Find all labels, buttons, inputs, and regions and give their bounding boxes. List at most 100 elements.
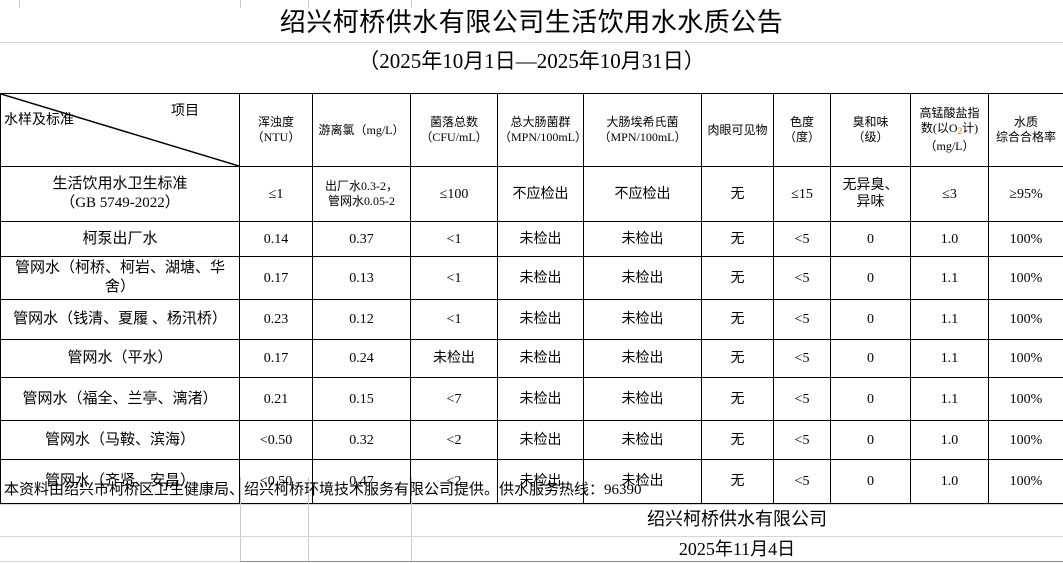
- gridline: [0, 561, 240, 562]
- table-row: 管网水（马鞍、滨海） <0.50 0.32 <2 未检出 未检出 无 <5 0 …: [0, 420, 1063, 460]
- gridline: [0, 42, 1063, 43]
- table-cell: ≤3: [910, 166, 989, 222]
- table-cell: <7: [410, 377, 498, 421]
- table-row: 管网水（平水） 0.17 0.24 未检出 未检出 未检出 无 <5 0 1.1…: [0, 339, 1063, 378]
- table-cell: 0.37: [312, 221, 411, 257]
- table-cell: <5: [773, 221, 831, 257]
- page-title: 绍兴柯桥供水有限公司生活饮用水水质公告: [279, 8, 784, 37]
- table-cell: ≤100: [410, 166, 498, 222]
- table-cell: <0.50: [239, 459, 313, 504]
- gridline: [308, 477, 309, 562]
- row-label: 管网水（福全、兰亭、漓渚）: [0, 377, 240, 421]
- row-label: 管网水（平水）: [0, 339, 240, 378]
- table-cell: ≥95%: [988, 166, 1063, 222]
- table-cell: 未检出: [583, 459, 702, 504]
- table-cell: 未检出: [410, 339, 498, 378]
- gridline: [0, 536, 1063, 537]
- column-header-pass-rate: 水质 综合合格率: [988, 93, 1063, 167]
- table-cell: 100%: [988, 420, 1063, 460]
- water-quality-table: 项目 水样及标准 浑浊度 （NTU） 游离氯（mg/L） 菌落总数 （CFU/m…: [0, 93, 1063, 504]
- permanganate-line3: （mg/L）: [924, 139, 975, 153]
- corner-label-item: 项目: [171, 104, 199, 119]
- corner-label-sample: 水样及标准: [4, 113, 74, 128]
- table-row: 管网水（福全、兰亭、漓渚） 0.21 0.15 <7 未检出 未检出 无 <5 …: [0, 377, 1063, 421]
- table-cell: 100%: [988, 339, 1063, 378]
- table-cell: 0.14: [239, 221, 313, 257]
- gridline: [240, 561, 1063, 562]
- table-cell: 未检出: [497, 256, 584, 300]
- table-cell: <1: [410, 299, 498, 340]
- table-cell: 100%: [988, 377, 1063, 421]
- table-cell: 无: [701, 166, 774, 222]
- table-cell: 100%: [988, 221, 1063, 257]
- data-source-note: 本资料由绍兴市柯桥区卫生健康局、绍兴柯桥环境技术服务有限公司提供。供水服务热线：…: [4, 482, 642, 498]
- column-header-visible-matter: 肉眼可见物: [701, 93, 774, 167]
- permanganate-line2a: 数(以O: [920, 121, 958, 135]
- column-header-odor: 臭和味 （级）: [830, 93, 911, 167]
- table-cell: 未检出: [583, 299, 702, 340]
- table-cell: <5: [773, 420, 831, 460]
- table-cell: 无: [701, 256, 774, 300]
- gridline: [308, 0, 309, 8]
- table-cell: 未检出: [583, 377, 702, 421]
- table-cell: 100%: [988, 256, 1063, 300]
- table-cell: <0.50: [239, 420, 313, 460]
- table-cell: 无: [701, 221, 774, 257]
- table-cell: 0.21: [239, 377, 313, 421]
- table-cell: ≤15: [773, 166, 831, 222]
- table-cell: 1.0: [910, 420, 989, 460]
- gridline: [0, 504, 1063, 505]
- table-cell: 0.17: [239, 256, 313, 300]
- table-cell: 0.24: [312, 339, 411, 378]
- table-cell: 出厂水0.3-2， 管网水0.05-2: [312, 166, 411, 222]
- table-cell: 未检出: [583, 420, 702, 460]
- table-cell: 1.1: [910, 299, 989, 340]
- table-cell: <5: [773, 339, 831, 378]
- table-cell: 无: [701, 299, 774, 340]
- table-cell: 1.0: [910, 221, 989, 257]
- table-row: 管网水（柯桥、柯岩、湖塘、华 舍） 0.17 0.13 <1 未检出 未检出 无…: [0, 256, 1063, 300]
- table-cell: 0.15: [312, 377, 411, 421]
- table-cell: <5: [773, 459, 831, 504]
- row-label: 管网水（钱清、夏履 、杨汛桥）: [0, 299, 240, 340]
- table-cell: 0.23: [239, 299, 313, 340]
- table-cell: 未检出: [583, 256, 702, 300]
- corner-header-cell: 项目 水样及标准: [0, 93, 240, 167]
- table-cell: 未检出: [497, 299, 584, 340]
- permanganate-line1: 高锰酸盐指: [919, 106, 980, 120]
- table-cell: 0: [830, 339, 911, 378]
- table-cell: 0.17: [239, 339, 313, 378]
- gridline: [240, 0, 241, 8]
- table-cell: <1: [410, 256, 498, 300]
- table-cell: <5: [773, 299, 831, 340]
- column-header-total-coliform: 总大肠菌群 （MPN/100mL）: [497, 93, 584, 167]
- table-cell: 0.12: [312, 299, 411, 340]
- table-cell: 100%: [988, 459, 1063, 504]
- table-cell: <5: [773, 377, 831, 421]
- table-cell: 未检出: [497, 221, 584, 257]
- permanganate-line2b: 计): [962, 121, 979, 135]
- table-cell: 未检出: [497, 339, 584, 378]
- table-cell: 未检出: [583, 339, 702, 378]
- company-signature: 绍兴柯桥供水有限公司: [647, 509, 827, 529]
- row-label: 管网水（柯桥、柯岩、湖塘、华 舍）: [0, 256, 240, 300]
- table-cell: 不应检出: [583, 166, 702, 222]
- table-cell: 0: [830, 221, 911, 257]
- table-cell: 1.1: [910, 256, 989, 300]
- table-cell: <5: [773, 256, 831, 300]
- column-header-colony-count: 菌落总数 （CFU/mL）: [410, 93, 498, 167]
- table-row-standard: 生活饮用水卫生标准 （GB 5749-2022） ≤1 出厂水0.3-2， 管网…: [0, 166, 1063, 222]
- table-cell: 未检出: [497, 377, 584, 421]
- gridline: [240, 477, 241, 562]
- table-cell: 1.1: [910, 339, 989, 378]
- table-cell: 1.0: [910, 459, 989, 504]
- row-label: 管网水（马鞍、滨海）: [0, 420, 240, 460]
- table-cell: ≤1: [239, 166, 313, 222]
- table-cell: 无: [701, 459, 774, 504]
- table-cell: 0: [830, 459, 911, 504]
- date-range-subtitle: （2025年10月1日—2025年10月31日）: [358, 49, 705, 73]
- table-cell: 1.1: [910, 377, 989, 421]
- table-cell: 0: [830, 420, 911, 460]
- diagonal-divider: [1, 94, 239, 166]
